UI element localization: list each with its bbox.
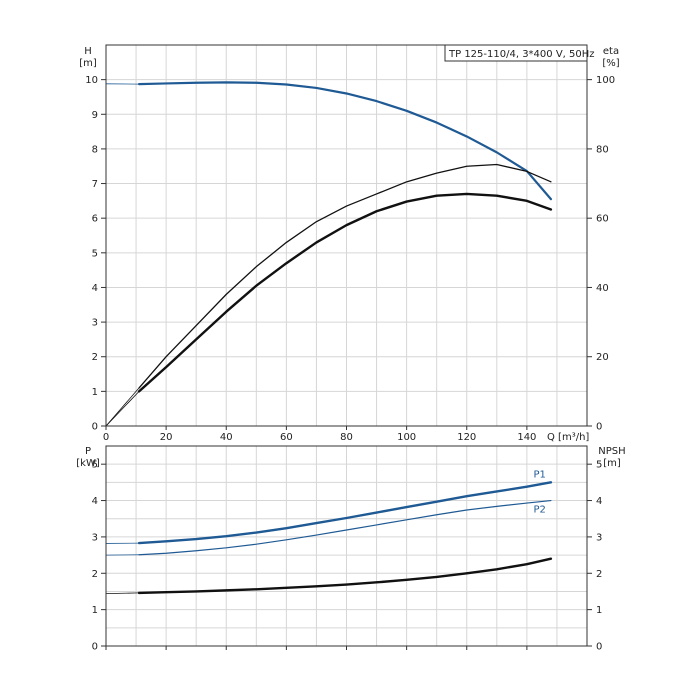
series-label-p2: P2 — [534, 505, 546, 516]
p-tick-label: 2 — [92, 569, 98, 580]
npsh-axis-label-line1: NPSH — [598, 446, 625, 457]
y-left-tick-label: 3 — [92, 318, 98, 329]
chart-title: TP 125-110/4, 3*400 V, 50Hz — [448, 49, 595, 60]
y-left-tick-label: 8 — [92, 144, 98, 155]
series-head-line — [137, 81, 553, 201]
power-npsh-chart: 0 1 2 3 4 5 0 1 2 3 4 5 P1 P2 P [kW] NPSH [m] — [76, 445, 626, 653]
y-left-tick-label: 5 — [92, 248, 98, 259]
y-right-tick-label: 0 — [596, 422, 602, 433]
series-eta-b-extension — [105, 391, 140, 427]
x-tick-label: 60 — [280, 432, 293, 443]
x-tick-label: 0 — [103, 432, 109, 443]
y-right-label-line1: eta — [603, 46, 619, 57]
series-p1-line — [137, 481, 553, 545]
head-chart-grid — [106, 44, 587, 426]
x-tick-label: 40 — [220, 432, 233, 443]
y-right-tick-label: 20 — [596, 352, 609, 363]
x-tick-label: 100 — [397, 432, 416, 443]
npsh-tick-label: 2 — [596, 569, 602, 580]
series-p2-line — [138, 499, 552, 556]
series-label-p1: P1 — [534, 469, 546, 480]
npsh-tick-label: 0 — [596, 642, 602, 653]
npsh-tick-label: 4 — [596, 496, 602, 507]
y-left-tick-label: 4 — [92, 283, 98, 294]
y-left-tick-label: 6 — [92, 214, 98, 225]
p-tick-label: 0 — [92, 642, 98, 653]
y-right-label-line2: [%] — [602, 58, 619, 69]
head-chart-title-box: TP 125-110/4, 3*400 V, 50Hz — [444, 44, 595, 62]
p-axis-label-line2: [kW] — [76, 458, 100, 469]
p-axis-label-line1: P — [85, 446, 91, 457]
y-right-tick-label: 40 — [596, 283, 609, 294]
series-npsh-line — [137, 557, 553, 595]
npsh-tick-label: 5 — [596, 460, 602, 471]
series-npsh-extension — [105, 592, 140, 595]
npsh-tick-label: 3 — [596, 532, 602, 543]
x-tick-label: 20 — [160, 432, 173, 443]
y-left-tick-label: 7 — [92, 179, 98, 190]
x-axis-label: Q [m³/h] — [547, 432, 589, 443]
p-tick-label: 3 — [92, 532, 98, 543]
p-tick-label: 1 — [92, 605, 98, 616]
power-chart-ticks: 0 1 2 3 4 5 0 1 2 3 4 5 — [92, 460, 603, 653]
y-left-tick-label: 9 — [92, 110, 98, 121]
x-tick-label: 80 — [340, 432, 353, 443]
p-tick-label: 4 — [92, 496, 98, 507]
y-left-label-line1: H — [84, 46, 92, 57]
y-left-tick-label: 0 — [92, 422, 98, 433]
npsh-axis-label-line2: [m] — [603, 458, 621, 469]
y-left-label-line2: [m] — [79, 58, 97, 69]
npsh-tick-label: 1 — [596, 605, 602, 616]
x-tick-label: 140 — [517, 432, 536, 443]
head-chart-series — [105, 81, 553, 427]
y-left-tick-label: 2 — [92, 352, 98, 363]
x-tick-label: 120 — [457, 432, 476, 443]
power-chart-frame — [105, 445, 588, 647]
y-left-tick-label: 1 — [92, 387, 98, 398]
y-right-tick-label: 80 — [596, 144, 609, 155]
y-right-tick-label: 60 — [596, 214, 609, 225]
series-eta-a-line — [138, 163, 552, 389]
y-left-tick-label: 10 — [85, 75, 98, 86]
power-chart-grid — [106, 445, 587, 646]
head-chart-frame — [105, 44, 588, 427]
p-tick-label: 5 — [92, 460, 98, 471]
title-box — [444, 44, 588, 62]
series-eta-b-line — [137, 192, 553, 393]
power-chart-series: P1 P2 — [105, 469, 553, 595]
y-right-tick-label: 100 — [596, 75, 615, 86]
